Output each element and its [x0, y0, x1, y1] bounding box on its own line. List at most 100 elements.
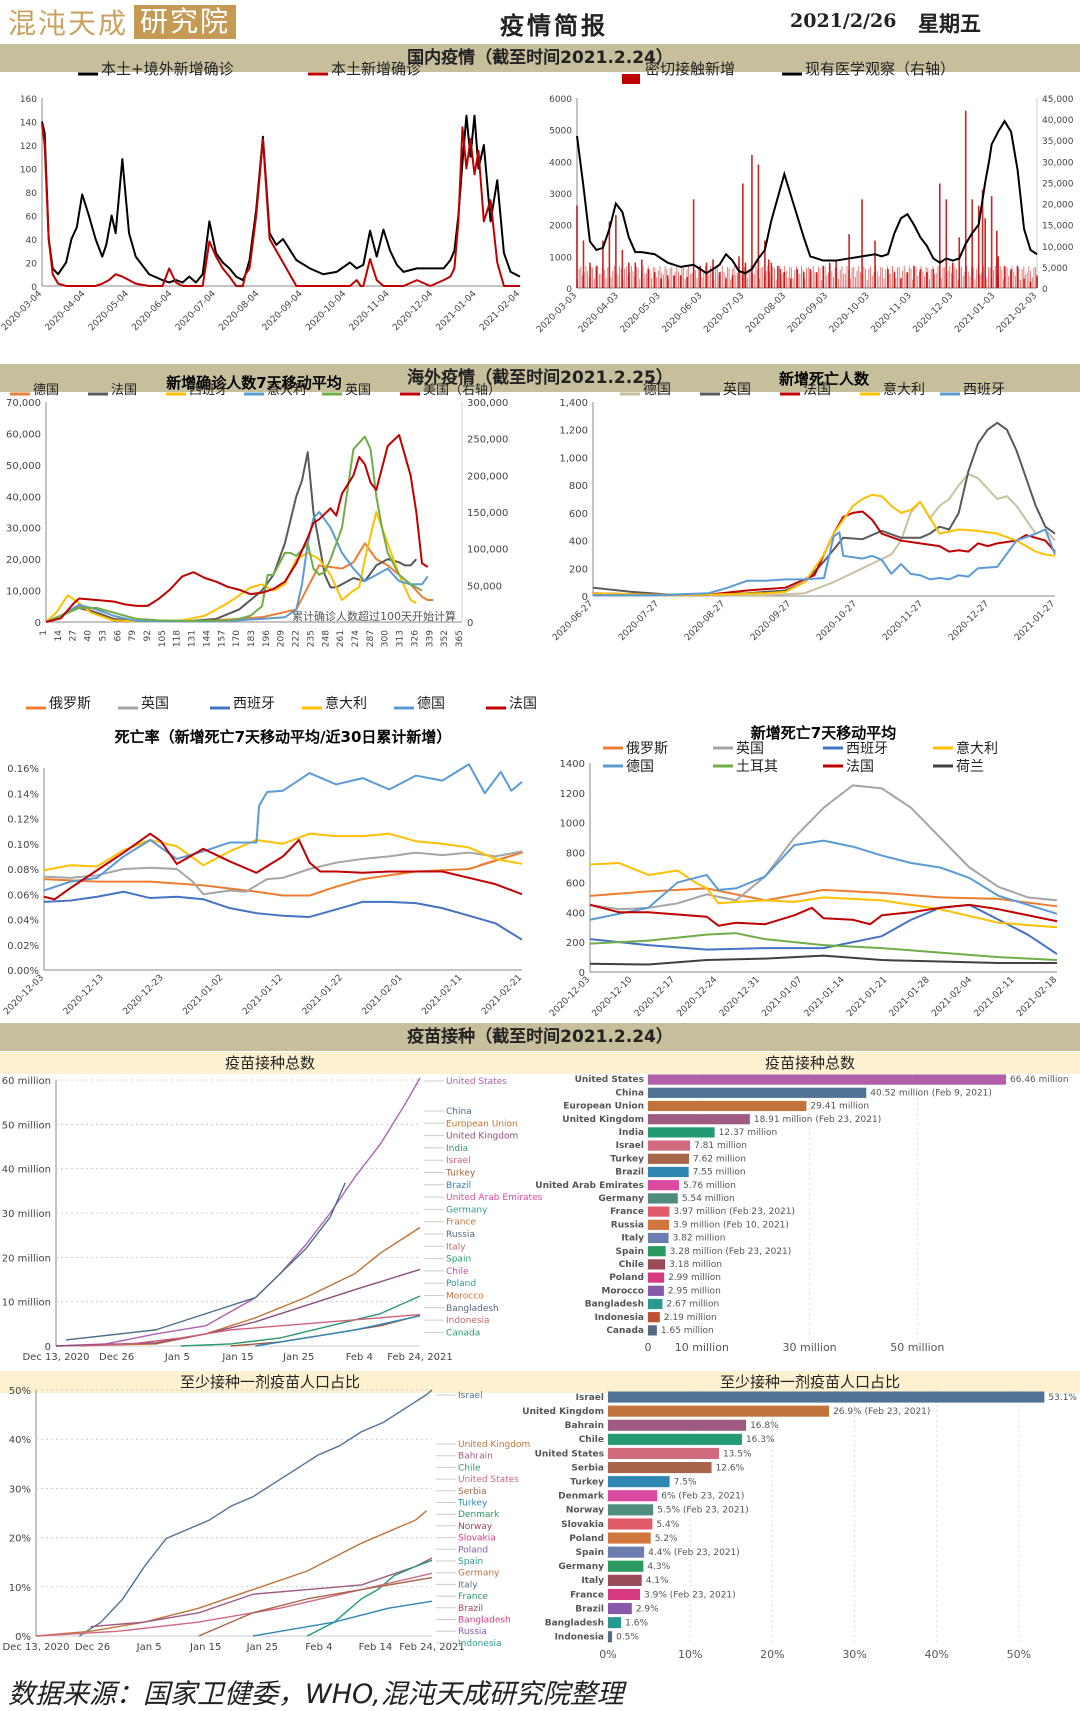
- x-tick-label: Dec 26: [99, 1352, 134, 1363]
- bar-mark: [833, 276, 834, 288]
- series-end-label: Indonesia: [458, 1639, 502, 1649]
- bar-mark: [939, 270, 941, 288]
- series-line: [589, 784, 1058, 911]
- category-label: France: [610, 1207, 644, 1217]
- bar-mark: [718, 272, 721, 288]
- series-end-label: United Kingdom: [446, 1132, 518, 1142]
- bar-mark: [859, 272, 861, 288]
- x-tick-label: 2021-02-01: [361, 973, 405, 1017]
- bar-mark: [996, 231, 998, 288]
- bar-mark: [580, 266, 582, 288]
- x-tick-label: Feb 4: [305, 1642, 332, 1653]
- bar-mark: [811, 271, 813, 288]
- y-tick-label: 1000: [560, 819, 585, 830]
- bar-mark: [919, 269, 922, 288]
- category-label: Spain: [576, 1548, 605, 1558]
- category-label: Canada: [606, 1326, 644, 1336]
- chart-overseas-new-deaths: 新增死亡人数 0 200 400 600 800 1,000 1,200 1,400 2020-0…: [551, 370, 1057, 643]
- category-label: Italy: [581, 1576, 604, 1586]
- bar-mark: [950, 272, 952, 288]
- value-label: 2.95 million: [668, 1286, 721, 1296]
- y-tick-label: 1,200: [559, 426, 588, 437]
- bar-mark: [984, 270, 986, 288]
- bar-mark: [920, 265, 922, 288]
- bar-mark: [752, 273, 754, 288]
- x-tick-label: 235: [306, 630, 316, 647]
- bar-mark: [745, 267, 747, 288]
- bar-mark: [841, 266, 843, 288]
- y-tick-label: 10%: [9, 1583, 31, 1594]
- series-end-label: United Arab Emirates: [446, 1193, 543, 1203]
- value-label: 13.5%: [723, 1449, 752, 1459]
- chart-cn-cases: 0 20 40 60 80 100 120 140 160 2020-03-04 2020-04-0…: [0, 60, 522, 333]
- bar-mark: [1011, 265, 1013, 288]
- bar-mark: [868, 268, 870, 288]
- x-tick-label: 2020-12-04: [391, 289, 435, 333]
- bar-mark: [1010, 269, 1012, 288]
- x-tick-label: 30 million: [783, 1341, 837, 1354]
- bar-mark: [673, 275, 675, 288]
- value-label: 26.9% (Feb 23, 2021): [833, 1407, 930, 1417]
- bar-mark: [742, 183, 744, 288]
- x-tick-label: 157: [217, 630, 227, 647]
- series-end-label: Serbia: [458, 1487, 487, 1497]
- bar-mark: [885, 269, 887, 288]
- bar-mark: [738, 265, 740, 288]
- report-title: 疫情简报: [500, 11, 608, 40]
- y-right-tick-label: 35,000: [1042, 137, 1074, 147]
- category-label: Turkey: [610, 1154, 644, 1164]
- x-tick-label: 209: [277, 630, 287, 647]
- bar-mark: [758, 278, 760, 288]
- bar-mark: [648, 1232, 669, 1244]
- bar-mark: [784, 265, 786, 288]
- y-right-tick-label: 30,000: [1042, 158, 1074, 168]
- bar-mark: [587, 270, 589, 288]
- category-label: European Union: [563, 1102, 644, 1112]
- bar-mark: [737, 272, 738, 288]
- y-tick-label: 30,000: [6, 524, 41, 535]
- x-tick-label: 2021-01-02: [181, 973, 225, 1017]
- legend-label: 德国: [417, 696, 445, 712]
- bar-mark: [954, 266, 956, 288]
- series-end-label: Italy: [458, 1580, 478, 1590]
- series-line: [43, 832, 523, 901]
- bar-mark: [947, 270, 949, 288]
- bar-mark: [648, 1074, 1006, 1085]
- bar-mark: [703, 270, 705, 288]
- y-tick-label: 20,000: [6, 555, 41, 566]
- series-line: [589, 862, 1058, 929]
- bar-mark: [777, 268, 779, 288]
- chart-vaccine-share-bar: 0% 10% 20% 30% 40% 50% Israel 53.1% United Kingd…: [522, 1390, 1077, 1661]
- bar-mark: [602, 240, 604, 288]
- bar-mark: [804, 278, 806, 288]
- value-label: 1.65 million: [661, 1326, 714, 1336]
- series-line: [45, 434, 429, 623]
- series-end-label: Spain: [458, 1557, 483, 1567]
- bar-mark: [856, 270, 858, 288]
- bar-mark: [849, 278, 851, 288]
- bar-mark: [834, 267, 836, 288]
- legend-label: 本土+境外新增确诊: [101, 60, 234, 78]
- bar-mark: [608, 1532, 651, 1544]
- x-tick-label: 2020-06-27: [551, 599, 595, 643]
- legend-label: 法国: [803, 382, 831, 398]
- bar-mark: [994, 265, 996, 288]
- bar-mark: [718, 276, 720, 288]
- bar-mark: [608, 1405, 830, 1417]
- bar-mark: [725, 275, 727, 288]
- bar-mark: [807, 266, 809, 288]
- y-tick-label: 0: [579, 968, 585, 979]
- bar-mark: [829, 265, 831, 288]
- bar-mark: [907, 274, 909, 288]
- y-tick-label: 60,000: [6, 429, 41, 440]
- y-tick-label: 200: [569, 564, 588, 575]
- y-right-tick-label: 100,000: [467, 545, 508, 556]
- y-right-tick-label: 200,000: [467, 471, 508, 482]
- value-label: 16.8%: [750, 1421, 779, 1431]
- bar-mark: [961, 266, 962, 288]
- bar-mark: [669, 268, 671, 288]
- bar-mark: [976, 269, 978, 288]
- y-tick-label: 2000: [549, 222, 572, 232]
- x-tick-label: 352: [440, 630, 450, 647]
- x-tick-label: 2020-07-03: [702, 291, 746, 335]
